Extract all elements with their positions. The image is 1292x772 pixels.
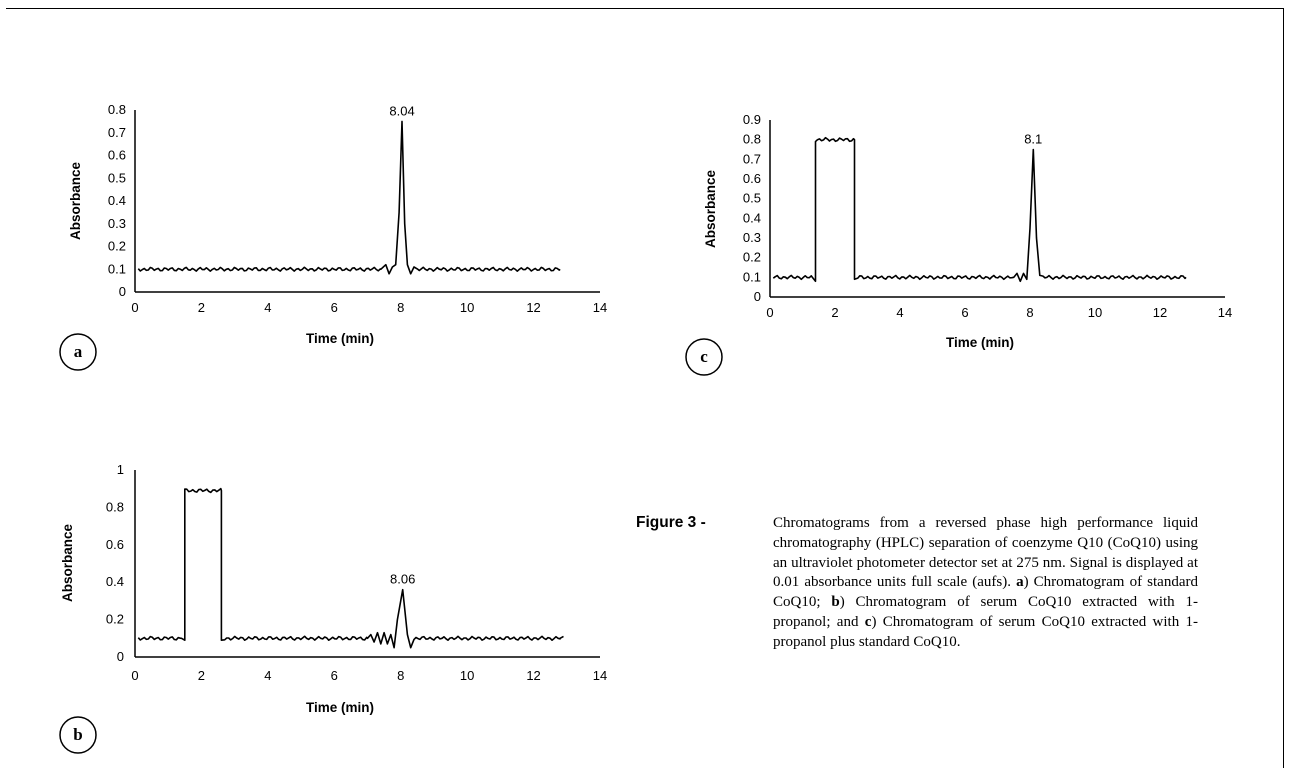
chromatogram-b: 0 2 4 6 8 10 12 14 0 0.2 0.4 0.6 0.8 1 Time (min) Absor… <box>20 440 640 765</box>
y-tick-label: 0.2 <box>743 250 761 265</box>
x-tick-label: 14 <box>593 668 607 683</box>
y-tick-label: 0 <box>117 649 124 664</box>
y-tick-label: 0.8 <box>106 499 124 514</box>
y-tick-label: 0.1 <box>743 269 761 284</box>
peak-label: 8.04 <box>389 103 414 118</box>
peak-label: 8.1 <box>1024 132 1042 147</box>
y-tick-label: 0.5 <box>108 170 126 185</box>
x-tick-label: 4 <box>264 668 271 683</box>
x-tick-label: 12 <box>1153 305 1167 320</box>
panel-letter: a <box>74 342 83 361</box>
y-tick-label: 0.4 <box>743 210 761 225</box>
caption-b-letter: b <box>831 594 840 611</box>
chromatogram-c: 0 2 4 6 8 10 12 14 0 0.1 0.2 0.3 0.4 0.5 0.6 0.7 0.8 0.9 T… <box>660 95 1260 400</box>
y-axis-title: Absorbance <box>68 162 83 241</box>
x-tick-label: 2 <box>831 305 838 320</box>
caption-a-text: ) Chromatogram of standard CoQ10; <box>773 574 1198 611</box>
chromatogram-a-svg: 0 2 4 6 8 10 12 14 0 0.1 0.2 0.3 0.4 0.5 0.6 0.7 0.8 Time… <box>59 102 607 371</box>
y-tick-label: 0.3 <box>743 230 761 245</box>
x-tick-label: 8 <box>397 300 404 315</box>
y-axis-title: Absorbance <box>60 524 75 603</box>
x-tick-label: 10 <box>460 668 474 683</box>
x-tick-label: 4 <box>896 305 903 320</box>
x-tick-label: 14 <box>1218 305 1232 320</box>
y-tick-label: 0.2 <box>108 239 126 254</box>
chromatogram-trace <box>137 120 561 275</box>
y-tick-label: 0.6 <box>106 537 124 552</box>
panel-letter-badge: c <box>685 338 723 376</box>
x-tick-label: 8 <box>397 668 404 683</box>
figure-label: Figure 3 - <box>636 514 706 531</box>
x-tick-label: 14 <box>593 300 607 315</box>
y-tick-label: 0.8 <box>108 102 126 117</box>
x-tick-label: 12 <box>526 668 540 683</box>
y-tick-label: 0.3 <box>108 216 126 231</box>
caption-c-text: ) Chromatogram of serum CoQ10 extracted … <box>773 613 1198 650</box>
caption-a-letter: a <box>1016 574 1024 591</box>
x-tick-label: 10 <box>460 300 474 315</box>
y-tick-label: 0.6 <box>743 171 761 186</box>
caption-c-letter: c <box>864 613 872 630</box>
x-tick-label: 0 <box>766 305 773 320</box>
peak-label: 8.06 <box>390 572 415 587</box>
panel-letter-circle <box>59 716 97 754</box>
chromatogram-b-svg: 0 2 4 6 8 10 12 14 0 0.2 0.4 0.6 0.8 1 Time (min) Absor… <box>59 462 607 754</box>
x-tick-label: 8 <box>1026 305 1033 320</box>
panel-letter: c <box>700 347 708 366</box>
y-tick-label: 0 <box>119 284 126 299</box>
y-tick-label: 0.9 <box>743 112 761 127</box>
figure-frame <box>6 8 1284 768</box>
x-tick-label: 2 <box>198 668 205 683</box>
y-tick-label: 0.4 <box>106 574 124 589</box>
caption-b-text: ) Chromatogram of serum CoQ10 extracted … <box>773 594 1199 630</box>
y-tick-label: 0.4 <box>108 193 126 208</box>
x-tick-label: 6 <box>331 668 338 683</box>
figure-caption-text: Chromatograms from a reversed phase high… <box>773 514 1198 653</box>
y-tick-label: 0.6 <box>108 148 126 163</box>
y-axis-title: Absorbance <box>703 170 718 249</box>
caption-intro: Chromatograms from a reversed phase high… <box>773 515 1198 591</box>
x-tick-label: 10 <box>1088 305 1102 320</box>
x-axis-title: Time (min) <box>946 335 1014 350</box>
y-tick-label: 0.2 <box>106 612 124 627</box>
x-axis-title: Time (min) <box>306 700 374 715</box>
y-tick-label: 0.8 <box>743 132 761 147</box>
panel-letter: b <box>73 725 82 744</box>
y-tick-label: 0.7 <box>743 151 761 166</box>
panel-letter-circle <box>685 338 723 376</box>
y-tick-label: 0.5 <box>743 191 761 206</box>
x-axis-title: Time (min) <box>306 331 374 346</box>
y-tick-label: 0.1 <box>108 261 126 276</box>
y-tick-label: 1 <box>117 462 124 477</box>
panel-letter-badge: b <box>59 716 97 754</box>
chromatogram-c-svg: 0 2 4 6 8 10 12 14 0 0.1 0.2 0.3 0.4 0.5 0.6 0.7 0.8 0.9 T… <box>685 112 1232 376</box>
x-tick-label: 6 <box>331 300 338 315</box>
x-tick-label: 2 <box>198 300 205 315</box>
chromatogram-a: 0 2 4 6 8 10 12 14 0 0.1 0.2 0.3 0.4 0.5 0.6 0.7 0.8 Time… <box>20 90 640 390</box>
y-tick-label: 0 <box>754 289 761 304</box>
chromatogram-trace <box>772 136 1187 283</box>
panel-letter-circle <box>59 333 97 371</box>
y-tick-label: 0.7 <box>108 125 126 140</box>
x-tick-label: 4 <box>264 300 271 315</box>
x-tick-label: 12 <box>526 300 540 315</box>
panel-letter-badge: a <box>59 333 97 371</box>
chromatogram-trace <box>137 487 564 649</box>
x-tick-label: 0 <box>131 668 138 683</box>
x-tick-label: 6 <box>961 305 968 320</box>
x-tick-label: 0 <box>131 300 138 315</box>
